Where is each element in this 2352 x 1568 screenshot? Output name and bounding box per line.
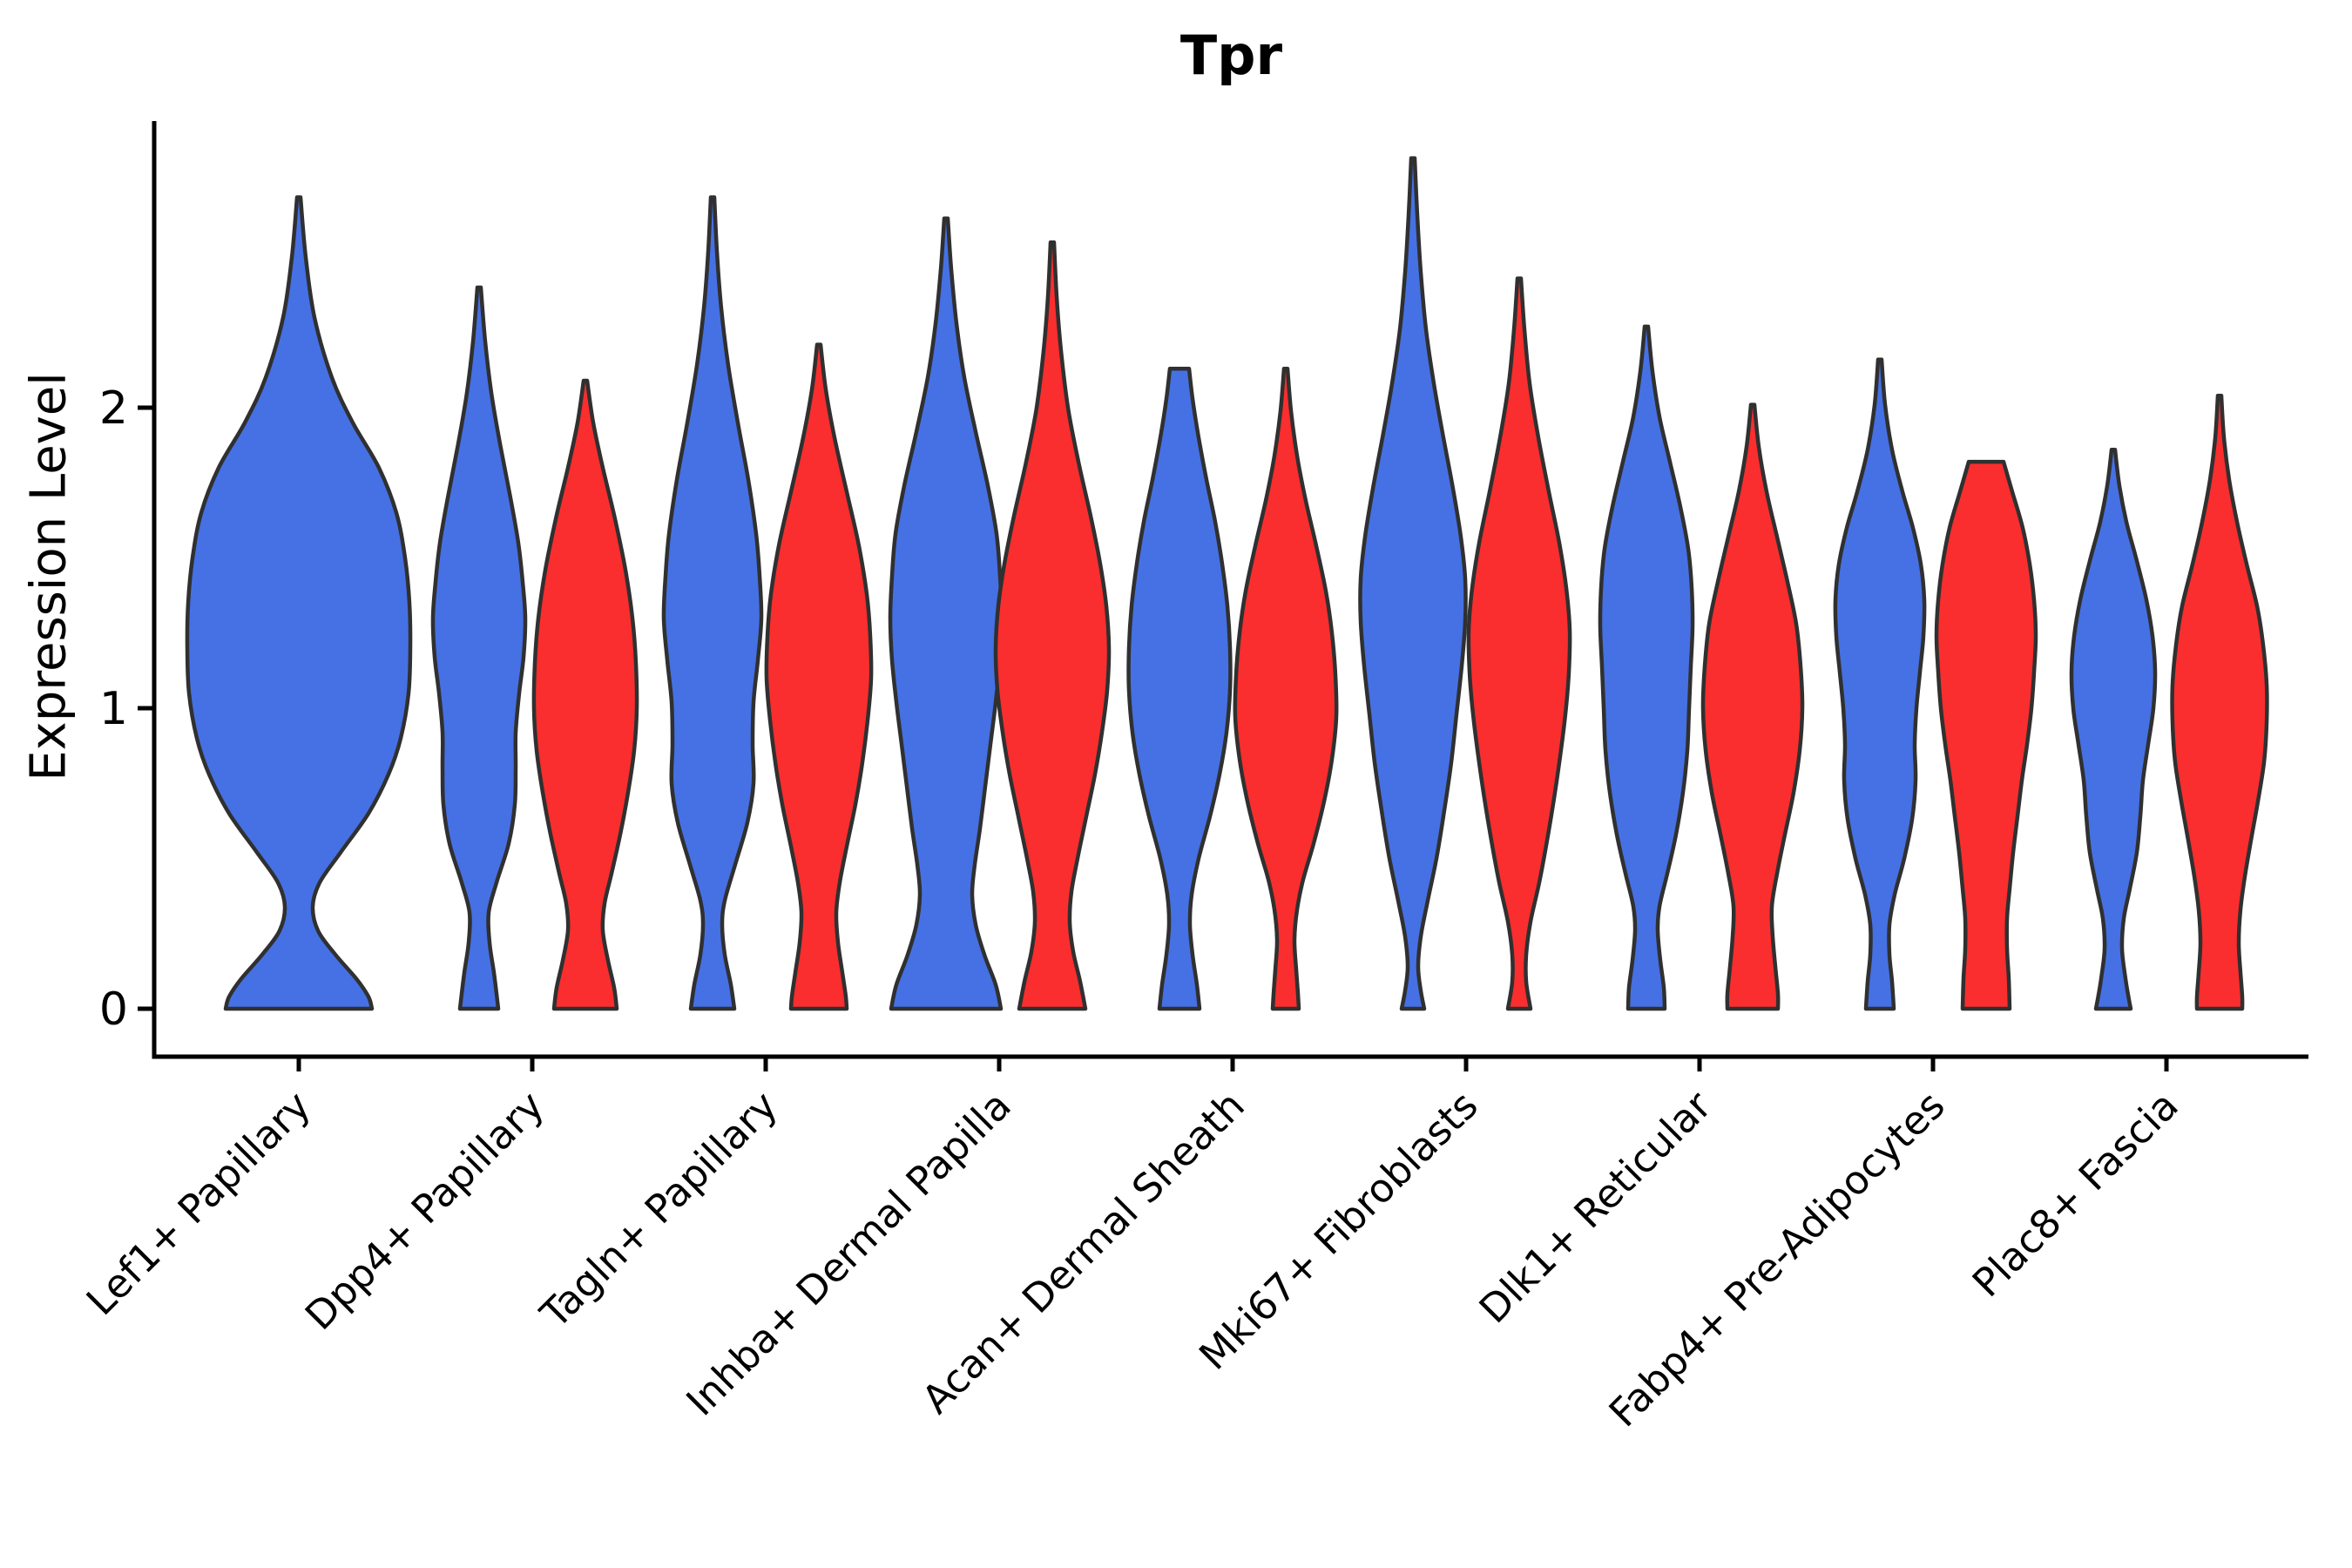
x-tick-label: Dlk1+ Reticular: [1470, 1082, 1720, 1332]
violin-3-blue: [888, 216, 1004, 1011]
violin-5-red: [1466, 276, 1572, 1011]
violin-1-blue: [430, 285, 528, 1011]
x-tick-label: Plac8+ Fascia: [1963, 1082, 2187, 1306]
x-tick-label: Dpp4+ Papillary: [296, 1082, 553, 1339]
y-tick-label: 1: [99, 683, 128, 735]
x-tick-label: Lef1+ Papillary: [78, 1082, 320, 1324]
violin-7-red: [1934, 459, 2038, 1011]
violin-6-red: [1700, 402, 1805, 1011]
violin-5-blue: [1358, 156, 1468, 1011]
y-axis-label: Expression Level: [20, 372, 78, 781]
violin-1-red: [531, 378, 639, 1011]
violin-6-blue: [1598, 324, 1695, 1011]
violin-8-red: [2170, 393, 2269, 1011]
violin-8-blue: [2069, 448, 2158, 1011]
violin-4-blue: [1126, 366, 1233, 1011]
y-tick-label: 0: [99, 983, 128, 1036]
violin-7-blue: [1833, 357, 1927, 1011]
violin-3-red: [993, 240, 1112, 1011]
y-tick-label: 2: [99, 382, 128, 435]
violin-2-red: [764, 342, 874, 1011]
x-tick-label: Tagln+ Papillary: [531, 1082, 787, 1337]
plot-title: Tpr: [1179, 24, 1283, 87]
violin-0-blue: [185, 195, 413, 1011]
violin-4-red: [1233, 366, 1339, 1011]
violin-2-blue: [661, 195, 764, 1011]
violins: [185, 156, 2269, 1011]
